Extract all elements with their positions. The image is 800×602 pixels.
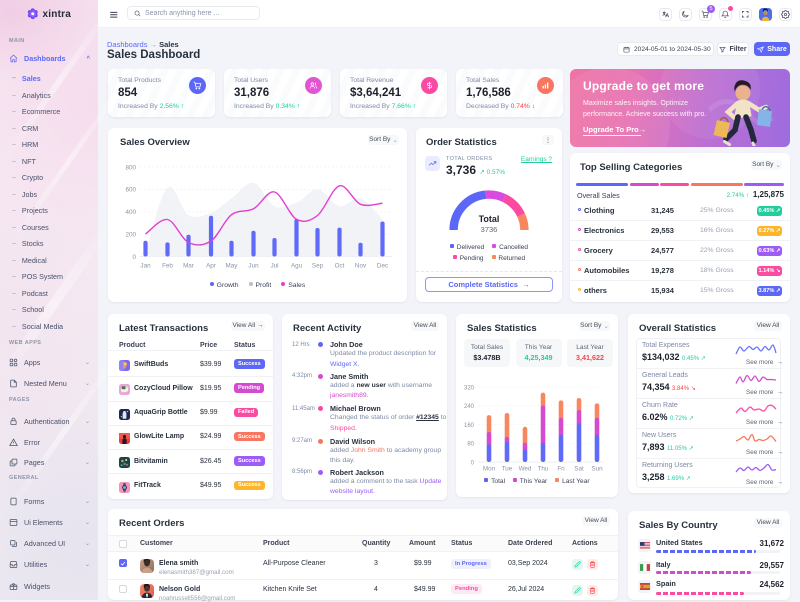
- svg-text:160: 160: [464, 423, 475, 429]
- svg-text:Nov: Nov: [355, 263, 367, 270]
- svg-text:Mon: Mon: [483, 466, 496, 472]
- svg-text:Agu: Agu: [291, 263, 303, 270]
- svg-text:320: 320: [464, 386, 475, 392]
- svg-text:May: May: [226, 263, 239, 270]
- svg-text:0: 0: [471, 461, 475, 467]
- svg-text:Wed: Wed: [519, 466, 532, 472]
- svg-text:Mar: Mar: [183, 263, 194, 270]
- svg-text:Sep: Sep: [312, 263, 324, 270]
- svg-text:Thu: Thu: [538, 466, 549, 472]
- svg-text:Feb: Feb: [162, 263, 173, 270]
- svg-text:Tue: Tue: [502, 466, 513, 472]
- svg-text:Jun: Jun: [248, 263, 259, 270]
- svg-text:800: 800: [125, 164, 136, 171]
- svg-text:0: 0: [132, 254, 136, 261]
- svg-text:Jul: Jul: [270, 263, 278, 270]
- svg-text:200: 200: [125, 231, 136, 238]
- svg-text:Oct: Oct: [335, 263, 345, 270]
- svg-text:600: 600: [125, 187, 136, 194]
- svg-text:Fri: Fri: [557, 466, 564, 472]
- svg-text:Dec: Dec: [377, 263, 388, 270]
- svg-text:Sun: Sun: [591, 466, 603, 472]
- svg-text:Sat: Sat: [574, 466, 584, 472]
- svg-text:Apr: Apr: [206, 263, 216, 270]
- svg-text:Jan: Jan: [140, 263, 151, 270]
- svg-text:400: 400: [125, 209, 136, 216]
- svg-text:240: 240: [464, 404, 475, 410]
- svg-text:80: 80: [467, 442, 474, 448]
